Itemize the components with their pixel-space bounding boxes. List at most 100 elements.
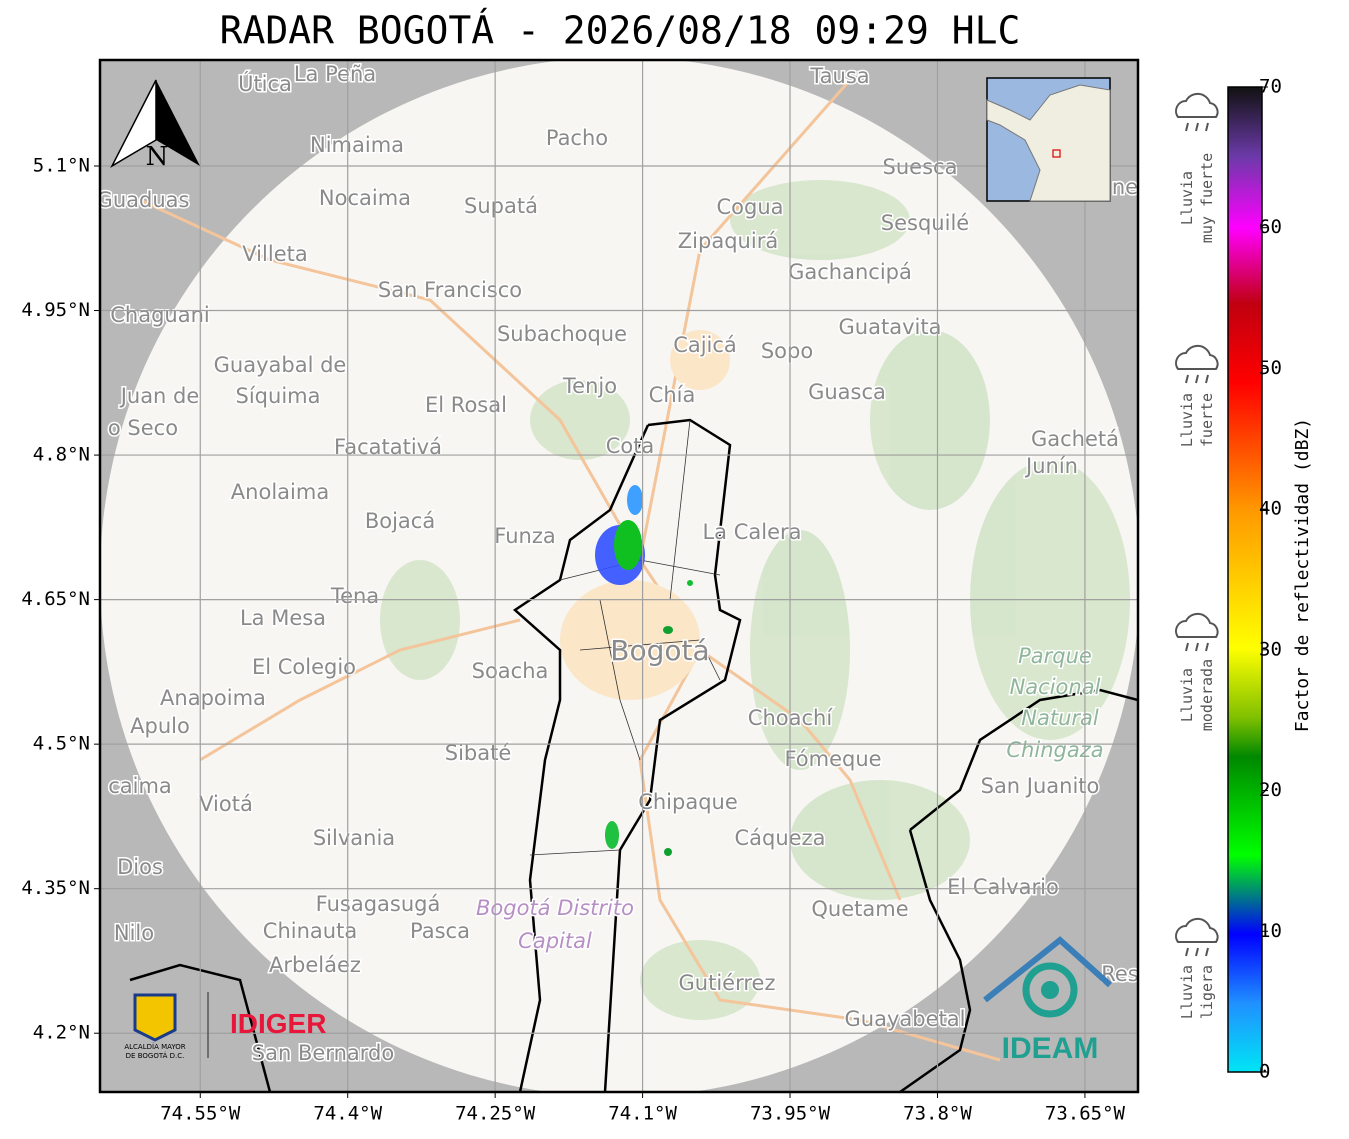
place-label: Cajicá [673,333,737,357]
place-label: Guatavita [839,315,942,339]
place-label: Cáqueza [735,826,826,850]
place-label: Nocaima [319,186,411,210]
place-label: Supatá [464,194,538,218]
place-label: Bogotá [610,634,709,667]
place-labels: Útica La Peña Tausa Pacho Nimaima Guaduas Noca… [97,61,1138,1067]
colorbar-tick-label: 70 [1259,76,1282,98]
rain-drops [1185,122,1209,132]
place-label: Juan de [119,384,200,408]
cloud-icon [1175,344,1219,370]
place-label: Silvania [313,826,395,850]
place-label: Arbeláez [269,953,361,977]
inset-map [986,77,1111,202]
map-frame [98,58,1140,1094]
place-label: El Colegio [252,655,356,679]
place-label: Natural [1021,706,1099,730]
x-tick-label: 74.25°W [455,1103,536,1125]
rain-label: ligera [1198,965,1216,1019]
place-label: Soacha [472,659,549,683]
place-label: Gachancipá [788,260,912,284]
north-label: N [146,142,169,172]
place-label: La Mesa [240,606,326,630]
place-label: o Seco [108,416,178,440]
place-label: Sibaté [445,741,512,765]
y-tick-label: 4.2°N [33,1022,90,1044]
place-label: ne [1112,175,1138,199]
place-label: Junín [1024,454,1078,478]
place-label: Zipaquirá [678,229,778,253]
place-label: Anolaima [231,480,329,504]
alcaldia-line: DE BOGOTÁ D.C. [126,1051,185,1060]
rain-drops [1185,642,1209,652]
place-label: Gachetá [1031,427,1119,451]
place-label: Nimaima [310,133,404,157]
y-tick-label: 4.35°N [21,877,90,899]
rain-label: muy fuerte [1198,153,1216,243]
colorbar-tick-label: 40 [1259,498,1282,520]
place-label: Cogua [716,195,783,219]
place-label: Guaduas [97,188,190,212]
logo-ideam: IDEAM [983,936,1113,1065]
place-label: Apulo [130,714,190,738]
axes: 74.55°W 74.4°W 74.25°W 74.1°W 73.95°W 73.8°W 7… [21,154,1125,1124]
place-label: Sopo [761,339,813,363]
place-label: La Peña [294,62,376,86]
place-label: Bojacá [365,509,435,533]
place-label: Cota [606,434,655,458]
place-label: Sesquilé [881,211,969,235]
place-label: Chía [649,383,696,407]
colorbar-label: Factor de reflectividad (dBZ) [1292,418,1313,732]
map: Útica La Peña Tausa Pacho Nimaima Guaduas Noca… [97,60,1138,1092]
rain-label: Lluvia [1178,393,1196,447]
place-label: Viotá [199,792,253,816]
place-label: San Francisco [378,278,522,302]
place-label: Villeta [242,242,307,266]
x-tick-label: 74.55°W [160,1103,241,1125]
place-label: Gutiérrez [679,971,776,995]
roads [139,79,1001,1062]
urban [560,330,730,700]
place-label: Chipaque [638,790,738,814]
cloud-icon [1175,917,1219,943]
place-label: Útica [238,71,292,96]
place-label: Tausa [809,64,869,88]
localities [529,419,721,856]
place-label: El Rosal [425,393,507,417]
place-label: Anapoima [160,686,266,710]
rain-drops [1185,374,1209,384]
place-label: El Calvario [947,875,1059,899]
place-label: Bogotá Distrito [476,896,634,920]
colorbar-tick-label: 30 [1259,638,1282,660]
colorbar [1227,86,1263,1073]
place-label: Quetame [811,897,908,921]
rain-label: moderada [1198,659,1216,731]
place-label: Síquima [236,384,321,408]
x-tick-label: 74.4°W [313,1103,382,1125]
place-label: Fusagasugá [316,892,441,916]
x-tick-label: 73.65°W [1045,1103,1126,1125]
place-label: Dios [117,855,163,879]
radar-echoes [595,485,693,856]
place-label: San Bernardo [252,1041,394,1065]
rain-label: fuerte [1198,393,1216,447]
place-label: Pasca [410,919,470,943]
place-label: Tena [330,584,379,608]
place-label: San Juanito [981,774,1100,798]
place-label: Parque [1018,644,1092,668]
place-label: Capital [518,929,592,953]
cloud-icon [1175,612,1219,638]
colorbar-ticks: 0 10 20 30 40 50 60 70 [1259,76,1282,1083]
place-label: Funza [494,524,555,548]
north-arrow: N [110,79,200,172]
y-tick-label: 4.8°N [33,444,90,466]
place-label: Chinauta [263,919,357,943]
x-tick-label: 73.8°W [903,1103,972,1125]
place-label: La Calera [702,520,801,544]
place-label: Guayabal de [214,353,347,377]
place-label: Guasca [808,380,886,404]
ideam-logo: IDEAM [1002,1032,1099,1065]
place-label: Fómeque [784,747,881,771]
rain-drops [1185,947,1209,957]
